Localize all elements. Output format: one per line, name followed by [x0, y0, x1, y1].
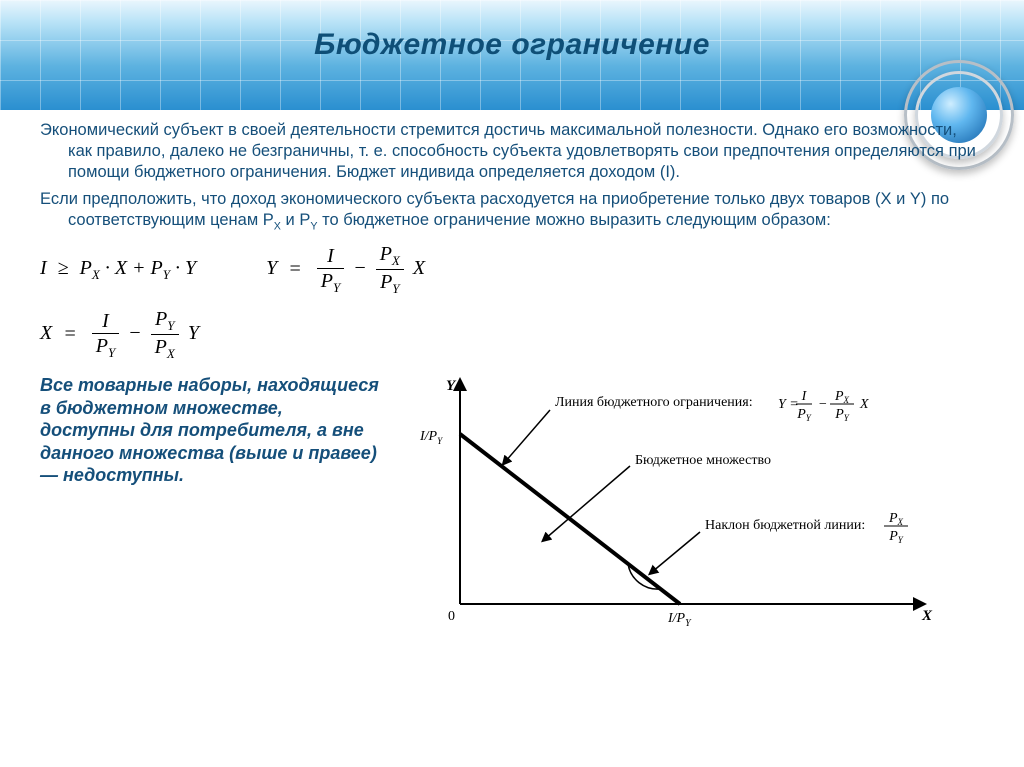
eq1-t2a: P [151, 257, 163, 279]
eq3-frac1: I PY [92, 311, 119, 359]
y-intercept-label: I/PY [419, 429, 443, 446]
eq2-f2ns: X [392, 253, 400, 268]
slope-label: Наклон бюджетной линии: [705, 518, 865, 533]
svg-text:X: X [859, 397, 869, 412]
p2-sub-x: X [274, 221, 281, 233]
eq1-t2v: Y [185, 257, 196, 279]
eq2-eq: = [282, 258, 308, 280]
x-intercept-label: I/PY [667, 611, 692, 629]
eq3-f2ns: Y [167, 318, 174, 333]
svg-text:PX: PX [834, 389, 850, 405]
eq1-t2s: Y [163, 267, 170, 282]
svg-text:−: − [818, 397, 827, 412]
eq1-t1s: X [92, 267, 100, 282]
set-label: Бюджетное множество [635, 453, 771, 468]
svg-text:PY: PY [834, 407, 850, 423]
eq2-f2da: P [380, 271, 392, 293]
eq3-eq: = [57, 323, 83, 345]
eq1-lhs: I [40, 257, 47, 279]
note-text: Все товарные наборы, находящиеся в бюдже… [40, 374, 380, 639]
svg-text:PY: PY [796, 407, 812, 423]
eq1-t1a: P [80, 257, 92, 279]
formula-eq3: X = I PY − PY PX Y [40, 309, 984, 360]
svg-text:I: I [801, 389, 808, 404]
paragraph-2: Если предположить, что доход экономическ… [40, 189, 984, 234]
page-title: Бюджетное ограничение [0, 28, 1024, 62]
eq3-f2ds: X [167, 346, 175, 361]
eq2-f1ds: Y [333, 280, 340, 295]
eq3-tail: Y [188, 323, 199, 345]
formulas-block: I ≥ PX · X + PY · Y Y = I PY − PX [40, 244, 984, 360]
eq3-frac2: PY PX [151, 309, 179, 360]
header-band: Бюджетное ограничение [0, 0, 1024, 110]
eq3-f1da: P [96, 335, 108, 357]
svg-text:PY: PY [888, 529, 904, 545]
eq3-f1n: I [102, 310, 109, 332]
eq3-var: X [40, 323, 52, 345]
eq3-f2da: P [155, 336, 167, 358]
x-axis-label: X [921, 608, 933, 624]
p2-sub-y: Y [310, 221, 317, 233]
formula-eq2: Y = I PY − PX PY X [266, 244, 425, 295]
budget-graph: I/PY I/PY 0 Y X Линия бюджетного огранич… [400, 374, 984, 639]
svg-text:PX: PX [888, 511, 904, 527]
content-area: Экономический субъект в своей деятельнос… [40, 120, 984, 639]
origin-label: 0 [448, 609, 455, 624]
eq1-t1v: X [115, 257, 127, 279]
eq1-op: ≥ [52, 257, 75, 279]
p2-b: то бюджетное ограничение можно выразить … [318, 211, 831, 229]
formula-eq1: I ≥ PX · X + PY · Y [40, 257, 196, 283]
p1-text: Экономический субъект в своей деятельнос… [40, 121, 976, 181]
eq2-var: Y [266, 258, 277, 280]
line-formula: Y = [778, 397, 799, 412]
eq2-f1da: P [321, 270, 333, 292]
eq2-tail: X [413, 258, 425, 280]
paragraph-1: Экономический субъект в своей деятельнос… [40, 120, 984, 183]
eq3-f1ds: Y [108, 345, 115, 360]
line-label: Линия бюджетного ограничения: [555, 395, 753, 410]
eq2-frac1: I PY [317, 246, 344, 294]
p2-mid: и Р [281, 211, 310, 229]
eq2-f1n: I [327, 245, 334, 267]
eq2-f2na: P [380, 243, 392, 265]
eq2-f2ds: Y [392, 281, 399, 296]
eq2-frac2: PX PY [376, 244, 404, 295]
eq3-f2na: P [155, 308, 167, 330]
graph-svg: I/PY I/PY 0 Y X Линия бюджетного огранич… [400, 374, 940, 634]
y-axis-label: Y [446, 378, 457, 394]
